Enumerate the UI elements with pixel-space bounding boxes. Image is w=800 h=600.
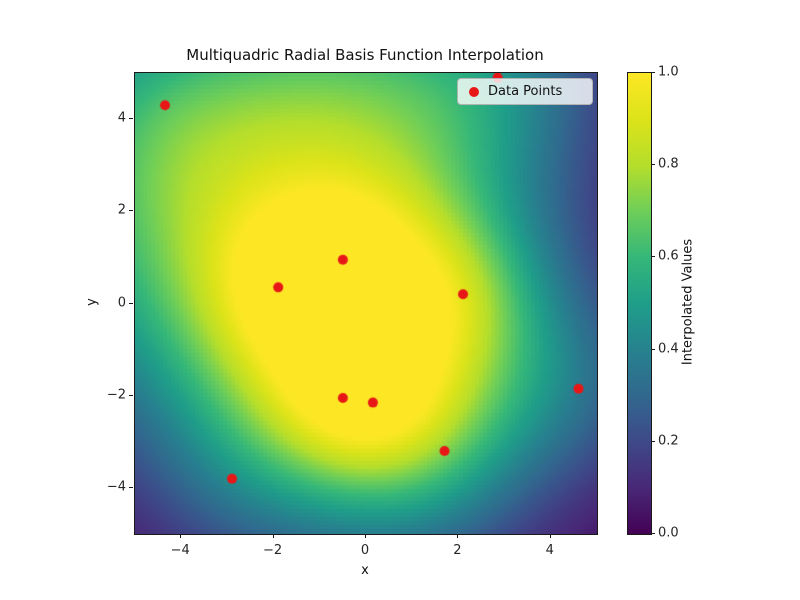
y-tick-label: −2 bbox=[106, 387, 126, 403]
x-axis-label: x bbox=[361, 563, 369, 578]
y-tick-label: −4 bbox=[106, 479, 126, 495]
y-tick-mark bbox=[129, 394, 133, 396]
y-tick-label: 2 bbox=[117, 202, 126, 218]
colorbar-tick-label: 0.8 bbox=[658, 156, 679, 172]
colorbar-tick-mark bbox=[651, 164, 655, 166]
x-tick-label: −2 bbox=[263, 543, 283, 558]
colorbar-tick-label: 1.0 bbox=[658, 64, 679, 80]
y-tick-mark bbox=[129, 118, 133, 120]
x-tick-mark bbox=[549, 534, 551, 538]
x-tick-mark bbox=[272, 534, 274, 538]
colorbar-tick-label: 0.0 bbox=[658, 525, 679, 541]
y-tick-label: 4 bbox=[117, 110, 126, 126]
y-tick-mark bbox=[129, 486, 133, 488]
colorbar bbox=[627, 72, 652, 535]
x-tick-mark bbox=[457, 534, 459, 538]
colorbar-tick-mark bbox=[651, 72, 655, 73]
x-tick-mark bbox=[365, 534, 366, 538]
x-tick-label: 0 bbox=[360, 543, 370, 558]
x-tick-label: −4 bbox=[170, 543, 190, 558]
x-tick-label: 4 bbox=[545, 543, 554, 558]
heatmap-canvas bbox=[135, 73, 597, 534]
colorbar-tick-label: 0.4 bbox=[658, 341, 679, 357]
chart-title: Multiquadric Radial Basis Function Inter… bbox=[186, 46, 544, 64]
colorbar-label: Interpolated Values bbox=[680, 238, 696, 366]
colorbar-tick-mark bbox=[651, 533, 655, 534]
y-tick-mark bbox=[129, 302, 133, 304]
legend: Data Points bbox=[457, 78, 593, 105]
legend-label: Data Points bbox=[488, 84, 563, 99]
y-tick-label: 0 bbox=[117, 295, 126, 310]
x-tick-mark bbox=[180, 534, 182, 538]
y-axis-label: y bbox=[84, 298, 100, 306]
colorbar-tick-mark bbox=[651, 348, 655, 350]
colorbar-tick-label: 0.2 bbox=[658, 433, 679, 449]
y-tick-mark bbox=[129, 210, 133, 212]
plot-area bbox=[134, 72, 598, 535]
x-tick-label: 2 bbox=[453, 543, 462, 558]
colorbar-tick-mark bbox=[651, 256, 655, 258]
colorbar-tick-label: 0.6 bbox=[658, 248, 679, 264]
legend-marker-icon bbox=[469, 86, 479, 97]
colorbar-tick-mark bbox=[651, 440, 655, 442]
